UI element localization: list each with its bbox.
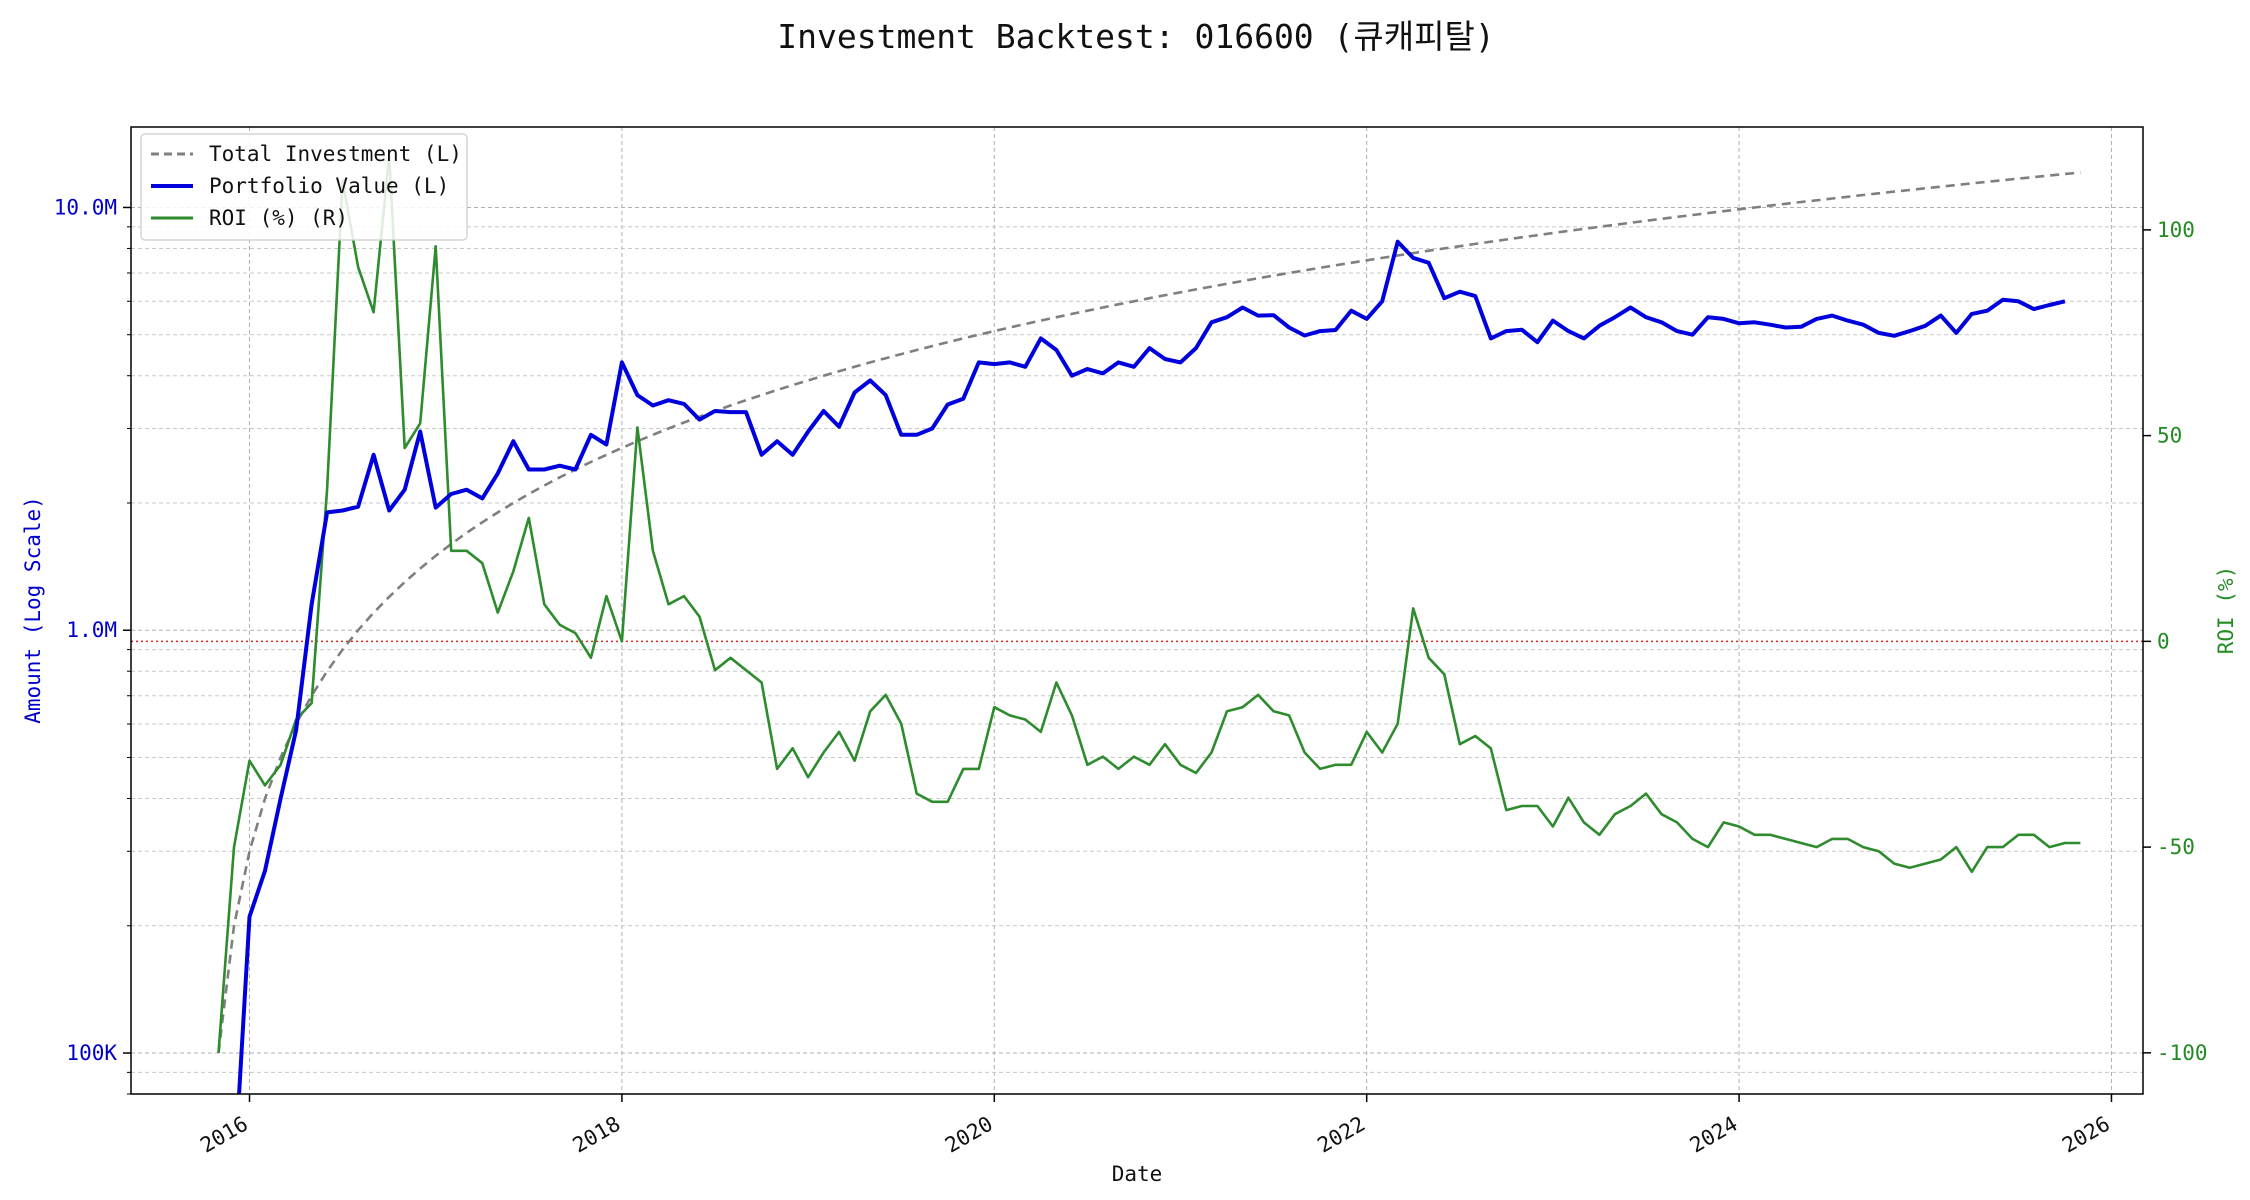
right-tick-label: -100: [2157, 1041, 2208, 1065]
right-tick-label: -50: [2157, 835, 2195, 859]
right-y-axis: -100 -50 0 50 100: [2143, 218, 2208, 1065]
series-layer: [217, 154, 2081, 1094]
chart-title: Investment Backtest: 016600 (큐캐피탈): [777, 17, 1494, 56]
legend: Total Investment (L) Portfolio Value (L)…: [140, 133, 468, 241]
left-tick-label: 100K: [66, 1041, 117, 1065]
left-tick-label: 10.0M: [54, 195, 117, 219]
x-axis-label: Date: [1112, 1162, 1163, 1186]
right-y-axis-label: ROI (%): [2214, 566, 2238, 655]
series-line-portfolio-value: [237, 239, 2066, 1094]
series-line-total-investment: [217, 171, 2081, 1054]
right-tick-label: 0: [2157, 629, 2170, 653]
plot-frame: [130, 126, 2144, 1095]
left-y-axis: 100K 1.0M 10.0M: [54, 195, 131, 1095]
legend-label-portfolio-value: Portfolio Value (L): [209, 174, 449, 198]
legend-box: [140, 133, 468, 241]
grid: [131, 127, 2143, 1095]
right-tick-label: 50: [2157, 424, 2182, 448]
left-tick-label: 1.0M: [66, 618, 117, 642]
series-line-roi: [217, 154, 2081, 1053]
right-tick-label: 100: [2157, 218, 2195, 242]
legend-label-total-investment: Total Investment (L): [209, 142, 462, 166]
legend-label-roi: ROI (%) (R): [209, 206, 348, 230]
left-y-axis-label: Amount (Log Scale): [21, 496, 45, 724]
